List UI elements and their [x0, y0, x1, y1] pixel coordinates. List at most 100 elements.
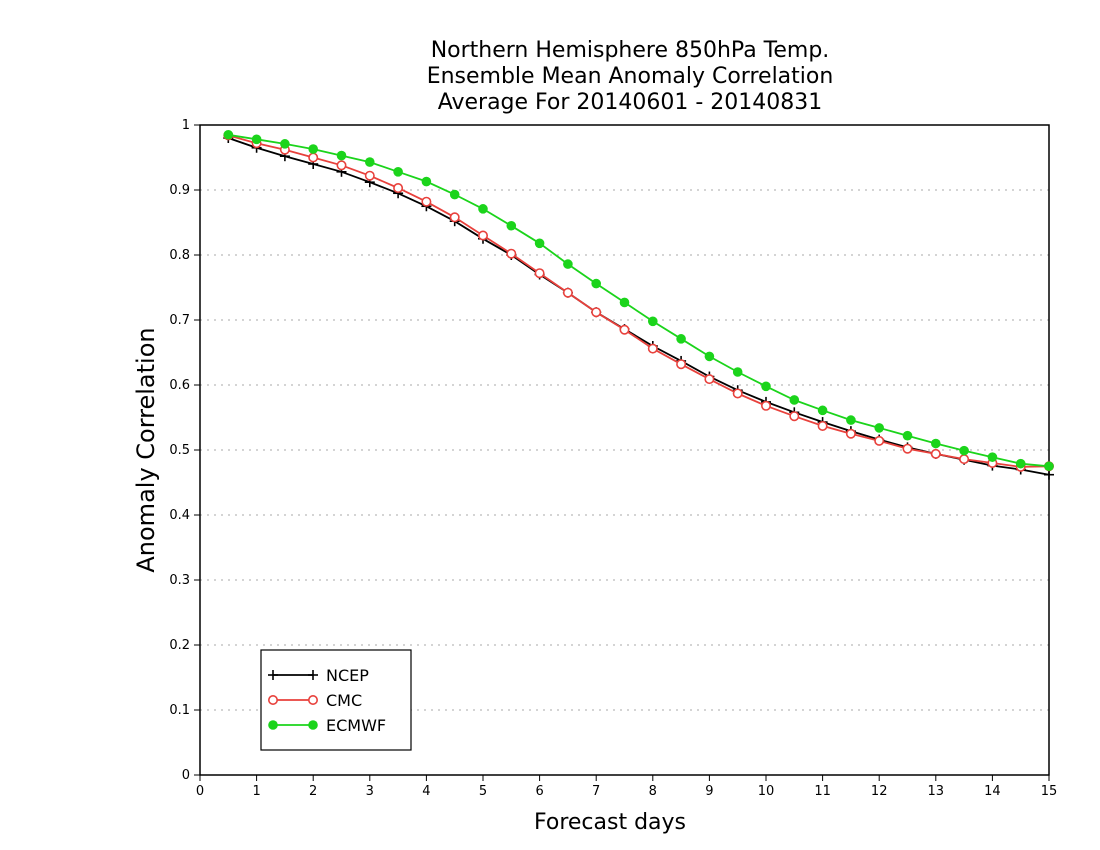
legend-marker-start-ncep [268, 670, 278, 680]
point-ecmwf-28 [1015, 458, 1026, 469]
x-tick-label-13: 13 [928, 784, 945, 799]
x-tick-label-9: 9 [705, 784, 713, 799]
point-ecmwf-25 [931, 438, 941, 449]
point-cmc-14 [619, 324, 630, 335]
series-ecmwf [223, 129, 1054, 472]
chart-title-line-1: Northern Hemisphere 850hPa Temp. [430, 38, 830, 63]
axis-ticks: 00.10.20.30.40.50.60.70.80.910 1 2 3 4 5 6 7 8 9 1… [169, 118, 1057, 799]
point-cmc-15 [647, 343, 658, 354]
legend-marker-start-cmc [267, 694, 278, 705]
point-ecmwf-0 [223, 129, 234, 140]
legend-marker-end-ecmwf [308, 720, 318, 730]
point-cmc-21 [817, 420, 828, 431]
x-tick-label-15: 15 [1041, 784, 1058, 799]
y-tick-label-3: 0.3 [169, 573, 190, 588]
point-ecmwf-3 [308, 144, 319, 154]
series-layer [223, 129, 1055, 480]
y-tick-label-6: 0.6 [169, 378, 190, 393]
y-tick-label-9: 0.9 [169, 183, 190, 198]
x-tick-label-4: 4 [422, 784, 430, 799]
point-cmc-6 [393, 183, 404, 194]
point-cmc-9 [477, 230, 488, 241]
point-ecmwf-29 [1044, 461, 1054, 472]
x-tick-label-5: 5 [479, 784, 487, 799]
legend-label-ecmwf: ECMWF [326, 716, 386, 735]
point-ecmwf-11 [534, 238, 545, 249]
legend-marker-start-ecmwf [268, 720, 278, 730]
x-tick-label-2: 2 [309, 784, 317, 799]
point-ecmwf-23 [874, 423, 884, 433]
point-cmc-18 [732, 388, 743, 399]
point-cmc-8 [449, 212, 460, 223]
point-ecmwf-13 [591, 278, 601, 289]
x-tick-label-11: 11 [814, 784, 831, 799]
chart-title-line-2: Ensemble Mean Anomaly Correlation [426, 64, 834, 89]
point-ecmwf-20 [789, 395, 800, 405]
y-tick-label-5: 0.5 [169, 443, 190, 458]
legend: NCEP CMC ECMWF [260, 649, 412, 751]
x-tick-label-10: 10 [758, 784, 775, 799]
chart-title-line-3: Average For 20140601 - 20140831 [437, 90, 823, 115]
x-tick-label-3: 3 [366, 784, 374, 799]
point-cmc-7 [421, 196, 432, 207]
point-cmc-24 [902, 443, 913, 454]
point-cmc-23 [874, 435, 885, 446]
point-ecmwf-27 [987, 452, 998, 462]
series-cmc [223, 130, 1055, 472]
x-tick-label-7: 7 [592, 784, 600, 799]
point-ecmwf-10 [506, 220, 517, 231]
point-ecmwf-5 [365, 157, 375, 167]
y-tick-label-7: 0.7 [169, 313, 190, 328]
point-ecmwf-7 [421, 176, 432, 187]
point-ecmwf-26 [959, 445, 969, 456]
y-tick-label-8: 0.8 [169, 248, 190, 263]
x-axis-label: Forecast days [534, 810, 687, 835]
point-cmc-12 [562, 287, 573, 298]
point-ecmwf-24 [902, 430, 913, 441]
y-tick-label-4: 0.4 [169, 508, 190, 523]
point-cmc-3 [308, 152, 319, 163]
point-cmc-10 [506, 248, 517, 259]
point-ecmwf-19 [761, 381, 771, 392]
legend-entry-ecmwf: ECMWF [268, 716, 386, 735]
point-ncep-29 [1044, 469, 1054, 480]
y-axis-label: Anomaly Correlation [132, 327, 160, 573]
y-tick-label-0: 0 [182, 768, 190, 783]
x-tick-label-12: 12 [871, 784, 888, 799]
legend-label-ncep: NCEP [326, 666, 369, 685]
y-tick-label-10: 1 [182, 118, 190, 133]
series-line-cmc [228, 134, 1050, 468]
point-ecmwf-12 [563, 259, 573, 269]
point-cmc-11 [534, 268, 545, 279]
grid-lines [200, 189, 1049, 776]
point-ecmwf-16 [676, 334, 686, 344]
x-tick-label-6: 6 [535, 784, 543, 799]
point-cmc-13 [591, 307, 602, 318]
point-cmc-4 [336, 160, 347, 171]
point-cmc-16 [676, 359, 687, 370]
point-ecmwf-6 [393, 167, 403, 177]
point-cmc-5 [364, 170, 375, 181]
y-tick-label-2: 0.2 [169, 638, 190, 653]
point-cmc-17 [704, 374, 715, 385]
point-ecmwf-18 [732, 367, 743, 377]
y-tick-label-1: 0.1 [169, 703, 190, 718]
point-ecmwf-21 [817, 405, 828, 416]
point-ecmwf-9 [478, 204, 488, 214]
point-ecmwf-22 [846, 415, 856, 425]
point-cmc-19 [760, 400, 771, 411]
point-ecmwf-14 [619, 297, 630, 308]
series-ncep [223, 133, 1054, 480]
legend-entry-cmc: CMC [267, 691, 362, 710]
point-ecmwf-17 [704, 351, 715, 362]
x-tick-label-0: 0 [196, 784, 204, 799]
legend-marker-end-cmc [307, 694, 318, 705]
x-tick-label-1: 1 [252, 784, 260, 799]
series-line-ecmwf [228, 133, 1050, 468]
point-cmc-20 [789, 411, 800, 422]
point-cmc-22 [845, 428, 856, 439]
point-cmc-26 [959, 454, 970, 465]
point-ecmwf-4 [336, 150, 347, 161]
legend-label-cmc: CMC [326, 691, 362, 710]
